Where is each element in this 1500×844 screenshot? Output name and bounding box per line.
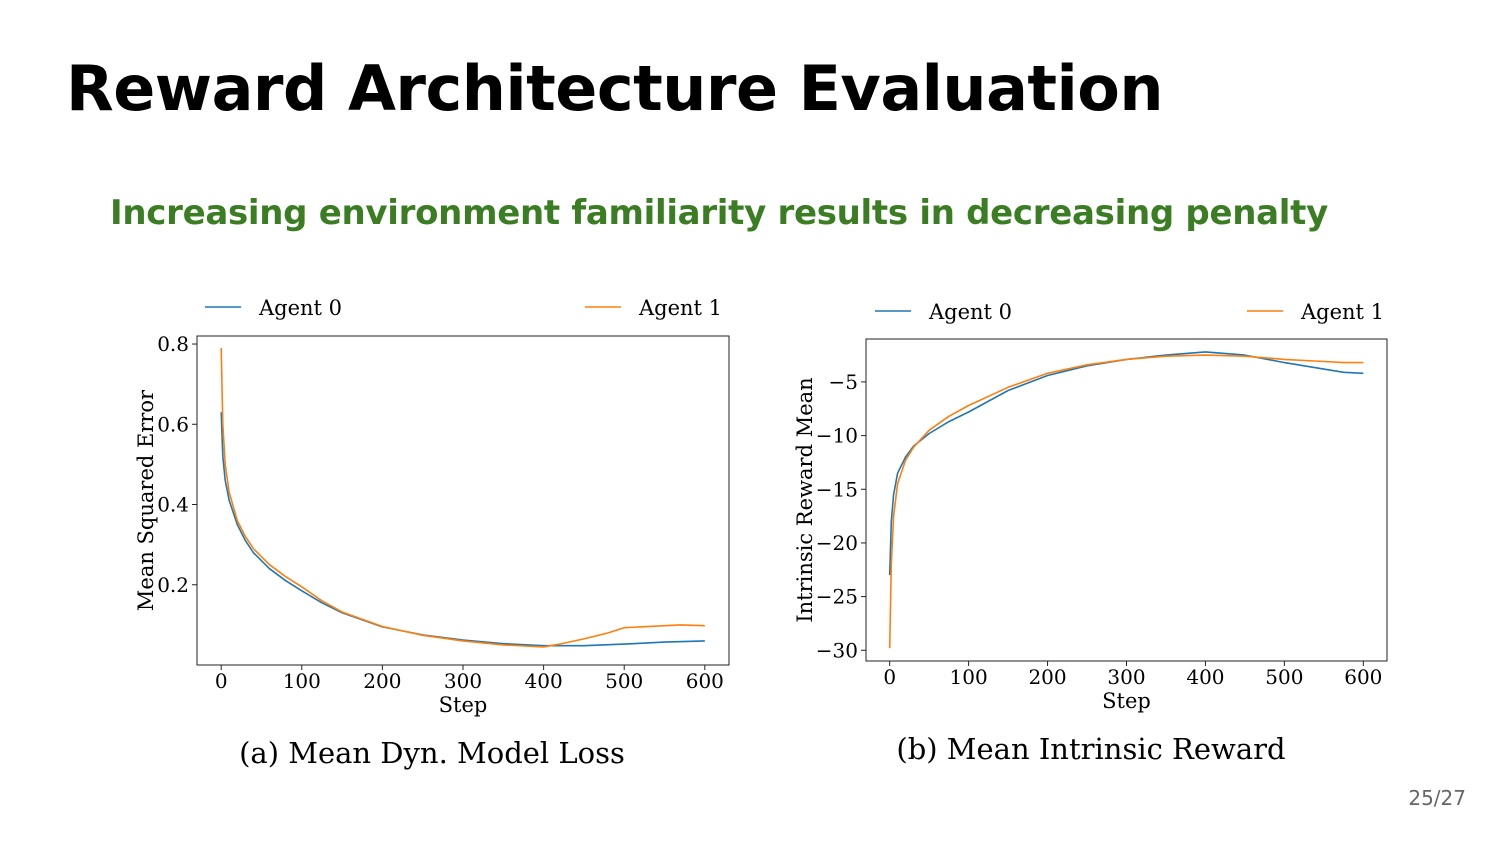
series-line-agent-1 [220, 347, 705, 648]
y-tick-label: −5 [829, 370, 858, 394]
y-tick-label: 0.2 [157, 573, 189, 597]
x-tick-label: 400 [525, 669, 563, 693]
x-tick-label: 200 [1028, 665, 1066, 689]
y-tick-label: −15 [816, 477, 858, 501]
x-tick-label: 100 [283, 669, 321, 693]
x-tick-label: 500 [605, 669, 643, 693]
legend-label: Agent 0 [928, 300, 1012, 324]
legend-label: Agent 1 [1300, 300, 1384, 324]
x-tick-label: 500 [1265, 665, 1303, 689]
y-axis-label: Mean Squared Error [134, 389, 158, 611]
x-axis-label: Step [1102, 689, 1151, 713]
x-tick-label: 600 [686, 669, 724, 693]
plot-frame [865, 338, 1388, 662]
page-number: 25/27 [1408, 786, 1466, 810]
y-tick-label: 0.8 [157, 332, 189, 356]
x-tick-label: 400 [1186, 665, 1224, 689]
series-line-agent-0 [888, 351, 1364, 576]
x-axis-label: Step [439, 693, 488, 717]
x-tick-label: 0 [883, 665, 896, 689]
y-tick-label: −30 [816, 638, 858, 662]
x-tick-label: 0 [215, 669, 228, 693]
figure-caption: (b) Mean Intrinsic Reward [896, 732, 1285, 766]
series-line-agent-0 [220, 412, 705, 647]
slide-title: Reward Architecture Evaluation [66, 52, 1164, 125]
chart-mean-intrinsic-reward: 0 100 200 300 400 500 600 −30 −25 −20 −15 −10 −5 Step… [793, 300, 1388, 766]
plot-frame [196, 335, 730, 666]
x-tick-label: 300 [1107, 665, 1145, 689]
x-tick-label: 600 [1344, 665, 1382, 689]
series-line-agent-1 [888, 354, 1364, 649]
x-tick-label: 300 [444, 669, 482, 693]
figure-caption: (a) Mean Dyn. Model Loss [239, 736, 625, 770]
legend-label: Agent 0 [258, 296, 342, 320]
y-tick-label: 0.4 [157, 493, 189, 517]
slide-subtitle: Increasing environment familiarity resul… [110, 193, 1328, 233]
y-axis-label: Intrinsic Reward Mean [793, 377, 817, 622]
chart-mean-dyn-model-loss: 0 100 200 300 400 500 600 0.2 0.4 0.6 0.8 Step Mean … [134, 296, 730, 770]
y-tick-label: 0.6 [157, 412, 189, 436]
y-tick-label: −10 [816, 424, 858, 448]
y-tick-label: −20 [816, 531, 858, 555]
legend-label: Agent 1 [638, 296, 722, 320]
y-tick-label: −25 [816, 585, 858, 609]
x-tick-label: 100 [950, 665, 988, 689]
x-tick-label: 200 [363, 669, 401, 693]
